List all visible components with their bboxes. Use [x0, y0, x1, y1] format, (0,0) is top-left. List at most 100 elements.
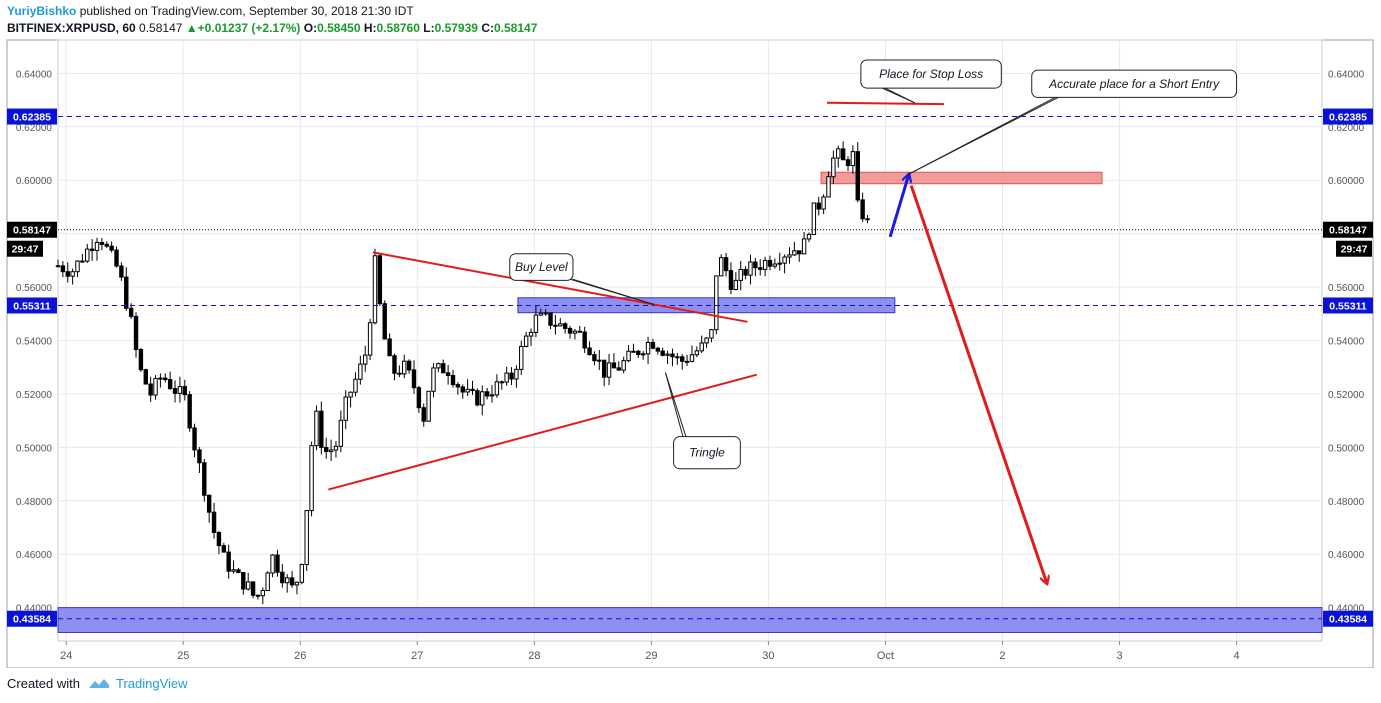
open-label: O: — [303, 21, 318, 35]
candle-body — [60, 265, 66, 273]
candle-body — [475, 390, 480, 406]
callout-box — [673, 436, 741, 470]
candle-body — [328, 449, 334, 453]
y-tick-left: 0.52000 — [16, 390, 53, 401]
chart-header: YuriyBishko published on TradingView.com… — [7, 3, 537, 37]
y-tick-left: 0.56000 — [16, 283, 53, 294]
candle-body — [748, 261, 753, 276]
candle-body — [792, 250, 797, 256]
candle-body — [353, 378, 358, 393]
price-label-left-bg — [7, 610, 57, 627]
x-tick-label: 30 — [762, 650, 774, 662]
candle-body — [89, 248, 95, 251]
candle-body — [387, 338, 392, 357]
candle-body — [460, 386, 465, 393]
price-label-right-bg — [1323, 108, 1373, 125]
candle-body — [489, 394, 495, 397]
candle-body — [216, 531, 222, 547]
countdown-label: 29:47 — [1341, 244, 1368, 256]
y-tick-left: 0.54000 — [16, 337, 53, 348]
close-label: C: — [481, 21, 494, 35]
candle-body — [455, 384, 461, 388]
candle-body — [99, 241, 105, 245]
candle-body — [363, 354, 368, 365]
candle-body — [558, 323, 563, 327]
candle-body — [533, 314, 539, 333]
candle-body — [333, 445, 339, 451]
candle-body — [206, 494, 212, 513]
stop-zone — [820, 171, 1103, 185]
countdown-bg — [1336, 240, 1372, 257]
y-tick-right: 0.50000 — [1328, 443, 1365, 454]
candle-body — [860, 199, 865, 220]
last-price: 0.58147 — [139, 21, 183, 35]
candle-body — [601, 359, 607, 378]
candle-body — [309, 445, 314, 512]
callout-text: Buy Level — [515, 260, 568, 274]
candle-body — [270, 554, 275, 574]
candle-body — [845, 159, 851, 167]
tradingview-link[interactable]: TradingView — [115, 676, 188, 691]
callout-box — [509, 253, 574, 281]
candle-body — [816, 202, 821, 210]
callout-box — [860, 59, 1002, 89]
candle-body — [709, 329, 714, 339]
y-tick-right: 0.64000 — [1328, 69, 1365, 80]
price-chart[interactable]: 0.44000 0.44000 0.46000 0.46000 0.48000 0.480… — [0, 0, 1381, 668]
candle-body — [636, 350, 641, 356]
candle-body — [840, 148, 846, 161]
candle-body — [426, 390, 431, 422]
candle-body — [640, 353, 646, 356]
candle-body — [319, 410, 324, 448]
y-tick-right: 0.52000 — [1328, 390, 1365, 401]
candle-body — [548, 312, 553, 326]
low-value: 0.57939 — [434, 21, 478, 35]
y-tick-right: 0.62000 — [1328, 123, 1365, 134]
candle-body — [836, 148, 841, 159]
candle-body — [250, 581, 256, 596]
candle-body — [743, 268, 748, 276]
created-with-text: Created with — [7, 676, 80, 691]
candle-body — [679, 356, 685, 362]
candles — [55, 141, 870, 605]
author-link[interactable]: YuriyBishko — [7, 4, 77, 18]
y-tick-right: 0.48000 — [1328, 497, 1365, 508]
y-tick-right: 0.46000 — [1328, 550, 1365, 561]
candle-body — [153, 378, 158, 396]
candle-body — [431, 367, 436, 392]
candle-body — [158, 377, 163, 380]
candle-body — [416, 387, 422, 409]
price-label-right: 0.62385 — [1329, 112, 1367, 124]
close-value: 0.58147 — [493, 21, 538, 35]
candle-body — [324, 446, 329, 453]
candle-body — [562, 323, 568, 329]
candle-body — [645, 342, 651, 355]
candle-body — [402, 360, 407, 375]
candle-body — [592, 354, 597, 362]
candle-body — [245, 581, 251, 590]
candle-body — [538, 312, 543, 316]
y-tick-left: 0.60000 — [16, 176, 53, 187]
candle-body — [587, 347, 592, 356]
candle-body — [202, 462, 207, 496]
candle-body — [114, 249, 119, 267]
candle-body — [484, 391, 490, 397]
x-tick-label: 3 — [1116, 650, 1122, 662]
candle-body — [436, 363, 441, 369]
candle-body — [236, 569, 241, 574]
candle-body — [621, 360, 626, 371]
callout-text: Accurate place for a Short Entry — [1048, 77, 1220, 91]
candle-body — [543, 312, 548, 315]
x-tick-label: 28 — [528, 650, 540, 662]
candle-body — [597, 359, 602, 362]
candle-body — [738, 268, 743, 281]
candle-body — [762, 259, 768, 270]
high-value: 0.58760 — [376, 21, 420, 35]
triangle-lower — [328, 373, 757, 491]
low-label: L: — [423, 21, 435, 35]
open-value: 0.58450 — [317, 21, 361, 35]
callout-pointer — [908, 96, 1059, 175]
candle-body — [704, 337, 709, 344]
candle-body — [577, 330, 582, 333]
candle-body — [148, 383, 153, 396]
